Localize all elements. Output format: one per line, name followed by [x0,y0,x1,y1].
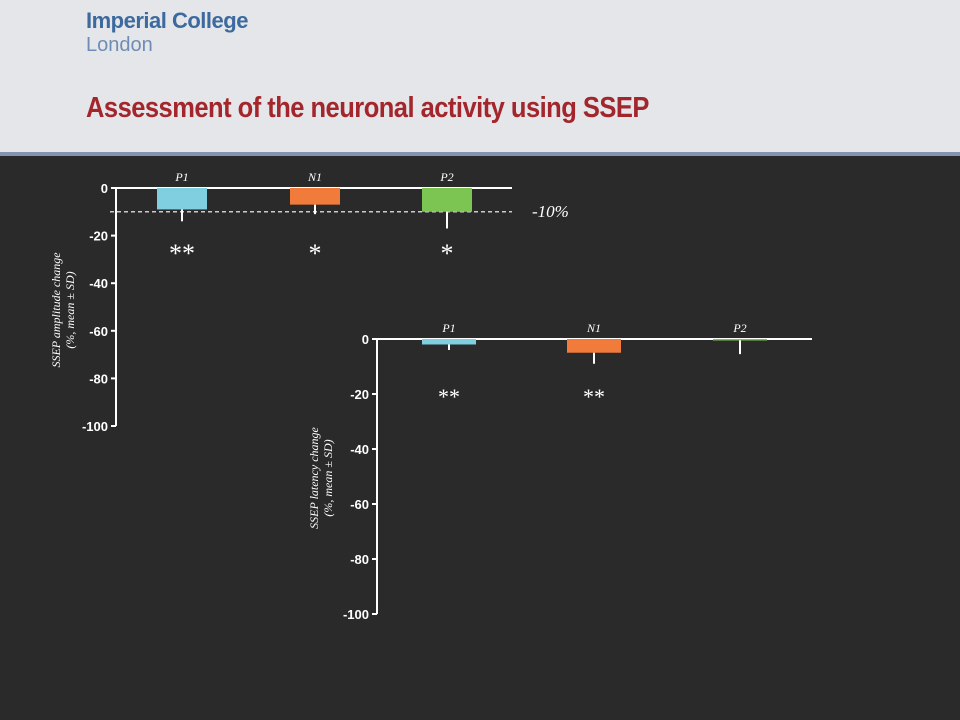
logo-line-1: Imperial College [86,8,248,33]
amp-y-tick-label: -60 [89,324,108,339]
lat-y-tick-label: -40 [350,442,369,457]
amp-bar-N1 [290,188,340,205]
amp-y-tick-label: -40 [89,276,108,291]
lat-category-label-N1: N1 [586,321,601,335]
lat-y-tick-label: 0 [362,332,369,347]
amp-category-label-P1: P1 [174,170,188,184]
lat-y-tick-label: -80 [350,552,369,567]
lat-bar-P2 [713,339,767,341]
lat-bar-P1 [422,339,476,345]
header-divider [0,152,960,156]
imperial-college-logo: Imperial College London [86,8,248,56]
amp-y-axis-title-line2: (%, mean ± SD) [63,271,77,348]
slide-header: Imperial College London Assessment of th… [0,0,960,152]
amp-y-tick-label: -80 [89,371,108,386]
lat-y-tick-label: -60 [350,497,369,512]
amp-significance-N1: * [309,239,322,268]
lat-y-tick-label: -100 [343,607,369,622]
amp-significance-P1: ** [169,239,195,268]
lat-y-axis-title: SSEP latency change (%, mean ± SD) [307,426,335,528]
slide-title: Assessment of the neuronal activity usin… [86,92,649,124]
amp-category-label-N1: N1 [307,170,322,184]
amp-y-tick-label: -100 [82,419,108,434]
amp-category-label-P2: P2 [439,170,453,184]
lat-category-label-P1: P1 [441,321,455,335]
lat-significance-N1: ** [583,384,605,409]
amp-y-tick-label: -20 [89,229,108,244]
amp-y-axis-title: SSEP amplitude change (%, mean ± SD) [49,252,77,368]
amp-y-axis-title-line1: SSEP amplitude change [49,252,63,368]
lat-significance-P1: ** [438,384,460,409]
amp-bar-P2 [422,188,472,212]
lat-y-axis-title-line2: (%, mean ± SD) [321,439,335,516]
lat-y-axis-title-line1: SSEP latency change [307,426,321,528]
amp-bar-P1 [157,188,207,210]
lat-category-label-P2: P2 [732,321,746,335]
lat-y-tick-label: -20 [350,387,369,402]
lat-bar-N1 [567,339,621,353]
amp-significance-P2: * [441,239,454,268]
amp-y-tick-label: 0 [101,181,108,196]
amp-reference-label: -10% [532,202,569,221]
logo-line-2: London [86,34,153,56]
